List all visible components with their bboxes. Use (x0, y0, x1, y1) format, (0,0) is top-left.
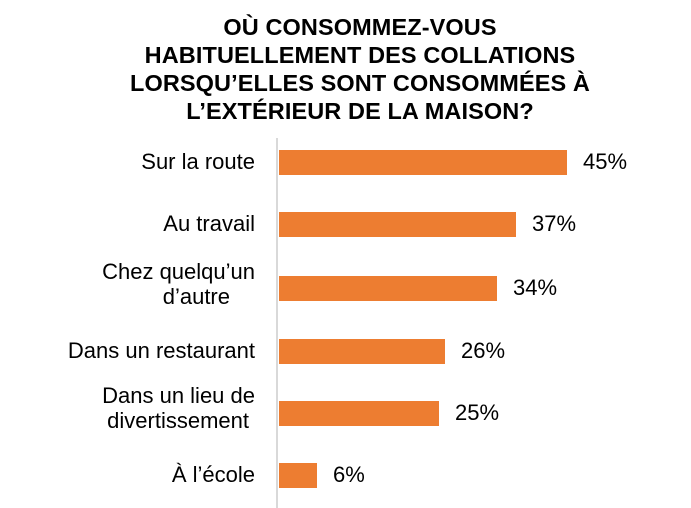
value-label: 25% (455, 400, 500, 425)
category-label: Sur la route (141, 149, 255, 174)
category-label: À l’école (171, 462, 255, 487)
bar-row: Sur la route 45% (0, 149, 691, 176)
bar (279, 463, 317, 488)
value-label: 45% (583, 149, 628, 174)
chart-title: OÙ CONSOMMEZ-VOUS HABITUELLEMENT DES COL… (100, 13, 620, 125)
bar-row: À l’école 6% (0, 462, 691, 489)
value-label: 34% (513, 275, 558, 300)
category-label: Au travail (163, 211, 255, 236)
category-label: Dans un lieu de divertissement (102, 383, 255, 433)
category-label: Chez quelqu’un d’autre (102, 259, 255, 309)
category-label: Dans un restaurant (67, 338, 255, 363)
bar-row: Au travail 37% (0, 211, 691, 238)
title-line: L’EXTÉRIEUR DE LA MAISON? (186, 98, 534, 124)
bar (279, 150, 567, 175)
bar-row: Dans un restaurant 26% (0, 338, 691, 365)
bar (279, 276, 497, 301)
title-line: OÙ CONSOMMEZ-VOUS (223, 14, 497, 40)
title-line: HABITUELLEMENT DES COLLATIONS (144, 42, 576, 68)
bar-row: Dans un lieu de divertissement 25% (0, 383, 691, 433)
value-label: 37% (532, 211, 577, 236)
bar (279, 401, 439, 426)
bar (279, 212, 516, 237)
category-axis-line (276, 138, 278, 508)
value-label: 6% (333, 462, 365, 487)
bar (279, 339, 445, 364)
value-label: 26% (461, 338, 506, 363)
title-line: LORSQU’ELLES SONT CONSOMMÉES À (130, 70, 590, 96)
bar-row: Chez quelqu’un d’autre 34% (0, 259, 691, 309)
